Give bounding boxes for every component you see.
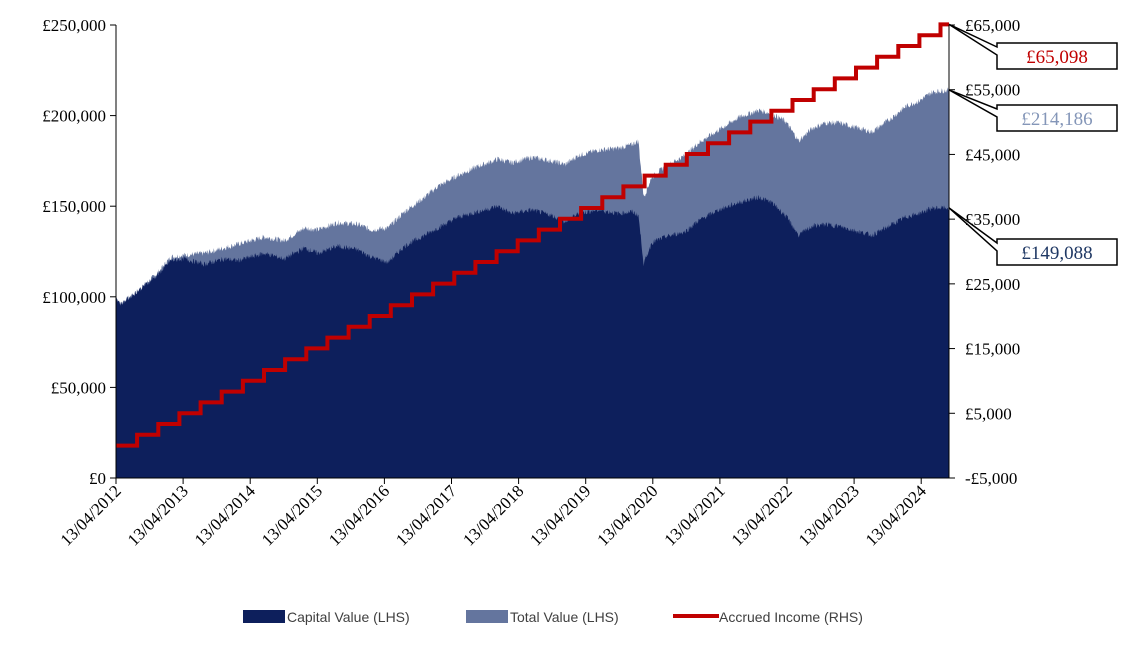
capital-value-area	[116, 195, 949, 478]
left-tick-label: £100,000	[42, 288, 106, 307]
x-tick-label: 13/04/2016	[325, 481, 393, 549]
x-tick-label: 13/04/2013	[124, 481, 192, 549]
plot-area	[116, 22, 949, 478]
x-tick-label: 13/04/2014	[191, 481, 260, 550]
callout-box	[948, 207, 1118, 266]
callout-label: £149,088	[1021, 243, 1092, 264]
left-tick-label: £50,000	[51, 378, 106, 397]
callout-label: £65,098	[1026, 47, 1088, 68]
right-tick-label: £5,000	[965, 404, 1012, 423]
right-tick-label: £35,000	[965, 210, 1020, 229]
x-tick-label: 13/04/2023	[795, 481, 863, 549]
x-tick-label: 13/04/2019	[526, 481, 594, 549]
accrued-income-line	[116, 22, 949, 448]
left-tick-label: £0	[89, 469, 106, 488]
callout-box	[948, 89, 1118, 132]
x-tick-label: 13/04/2020	[593, 481, 661, 549]
legend-swatch	[243, 610, 285, 623]
right-tick-label: £45,000	[965, 145, 1020, 164]
legend-swatch	[466, 610, 508, 623]
x-tick-label: 13/04/2018	[459, 481, 527, 549]
x-tick-label: 13/04/2022	[728, 481, 796, 549]
x-tick-label: 13/04/2017	[392, 481, 461, 550]
right-tick-label: £25,000	[965, 275, 1020, 294]
right-tick-label: -£5,000	[965, 469, 1017, 488]
callout-box	[948, 23, 1118, 70]
value-callouts: £65,098 £214,186 £149,088	[948, 23, 1118, 266]
left-tick-label: £200,000	[42, 107, 106, 126]
callout-label: £214,186	[1021, 109, 1092, 130]
x-tick-label: 13/04/2021	[661, 481, 729, 549]
x-tick-label: 13/04/2024	[862, 481, 931, 550]
x-tick-label: 13/04/2012	[57, 481, 125, 549]
left-tick-label: £250,000	[42, 16, 106, 35]
right-tick-label: £65,000	[965, 16, 1020, 35]
right-tick-label: £55,000	[965, 81, 1020, 100]
legend: Capital Value (LHS) Total Value (LHS) Accr…	[243, 609, 863, 625]
left-tick-label: £150,000	[42, 197, 106, 216]
right-tick-label: £15,000	[965, 340, 1020, 359]
legend-label: Accrued Income (RHS)	[719, 609, 863, 625]
x-tick-label: 13/04/2015	[258, 481, 326, 549]
legend-label: Capital Value (LHS)	[287, 609, 410, 625]
legend-label: Total Value (LHS)	[510, 609, 619, 625]
